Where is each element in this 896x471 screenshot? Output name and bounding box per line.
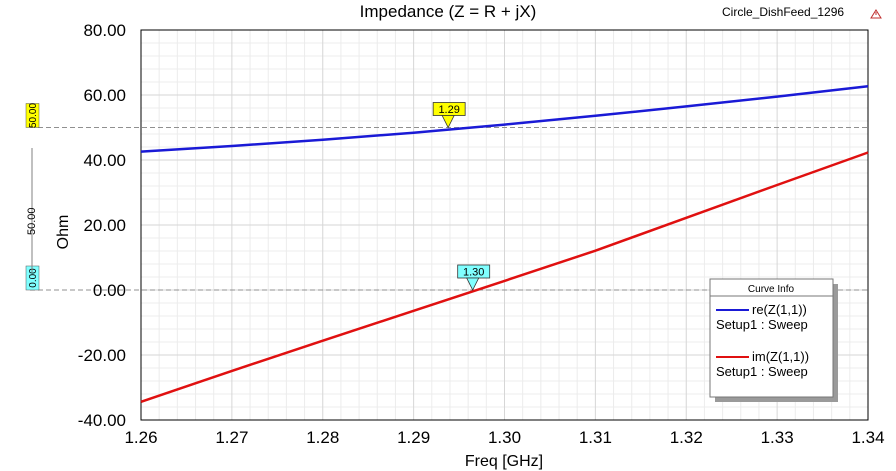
x-tick-label: 1.34 [851, 428, 884, 447]
warning-icon [870, 9, 882, 19]
design-name: Circle_DishFeed_1296 [722, 5, 844, 19]
legend-item-re[interactable]: re(Z(1,1)) Setup1 : Sweep [716, 302, 808, 332]
legend-sub-im: Setup1 : Sweep [716, 364, 808, 379]
x-tick-label: 1.26 [124, 428, 157, 447]
y-tick-label: 20.00 [83, 216, 126, 235]
reference-tag-label: 50.00 [28, 103, 39, 128]
y-tick-label: 0.00 [93, 281, 126, 300]
series-line-1 [140, 151, 869, 403]
legend-sub-re: Setup1 : Sweep [716, 317, 808, 332]
reference-tag-label: 0.00 [28, 268, 39, 288]
legend-box [709, 278, 834, 398]
y-tick-label: 80.00 [83, 21, 126, 40]
x-tick-label: 1.33 [761, 428, 794, 447]
reference-tag-box [25, 103, 40, 128]
legend-item-im[interactable]: im(Z(1,1)) Setup1 : Sweep [716, 349, 809, 379]
chart-title: Impedance (Z = R + jX) [360, 2, 537, 21]
x-tick-label: 1.29 [397, 428, 430, 447]
y-tick-label: -40.00 [78, 411, 126, 430]
reference-tag-0: 50.00 [25, 103, 40, 128]
legend[interactable]: Curve Info re(Z(1,1)) Setup1 : Sweep im(… [709, 278, 838, 402]
marker-1: 1.30 [457, 264, 491, 291]
x-tick-label: 1.30 [488, 428, 521, 447]
series-line-0 [140, 84, 869, 153]
y-axis-label: Ohm [55, 215, 72, 250]
delta-indicator: 50.00 [26, 148, 38, 272]
y-tick-label: 60.00 [83, 86, 126, 105]
tick-labels: 1.26 1.27 1.28 1.29 1.30 1.31 1.32 1.33 1.34 80.0… [78, 21, 885, 447]
plot-frame [140, 29, 869, 421]
x-axis-label: Freq [GHz] [465, 453, 543, 470]
x-tick-label: 1.27 [215, 428, 248, 447]
y-tick-label: -20.00 [78, 346, 126, 365]
x-tick-label: 1.32 [670, 428, 703, 447]
marker-pointer [466, 277, 480, 291]
marker-pointer [441, 115, 455, 129]
marker-label: 1.29 [438, 104, 459, 116]
series [140, 84, 869, 403]
legend-label-re: re(Z(1,1)) [752, 302, 807, 317]
legend-label-im: im(Z(1,1)) [752, 349, 809, 364]
legend-title: Curve Info [748, 284, 795, 295]
x-tick-label: 1.28 [306, 428, 339, 447]
markers: 1.29 1.30 [432, 102, 491, 291]
marker-0: 1.29 [432, 102, 466, 129]
y-tick-label: 40.00 [83, 151, 126, 170]
marker-label: 1.30 [463, 267, 484, 279]
x-tick-label: 1.31 [579, 428, 612, 447]
delta-label: 50.00 [26, 207, 38, 235]
